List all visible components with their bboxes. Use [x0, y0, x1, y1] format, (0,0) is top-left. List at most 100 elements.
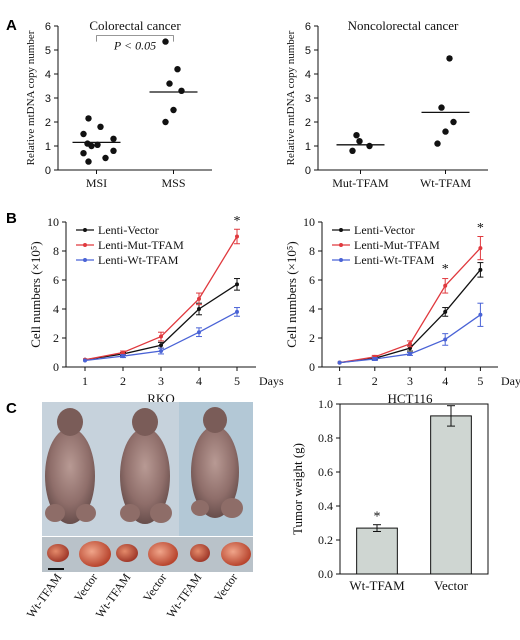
legend-label: Lenti-Mut-TFAM	[354, 238, 440, 252]
y-tick-label: 1	[305, 141, 311, 153]
data-point	[478, 312, 483, 317]
data-point	[121, 350, 125, 355]
legend-label: Lenti-Vector	[98, 223, 159, 237]
y-tick-label: 10	[303, 215, 315, 229]
y-tick-label: 4	[53, 302, 59, 316]
data-point	[83, 358, 87, 363]
tumor-vector-1	[79, 541, 111, 567]
significance-bracket	[96, 35, 174, 42]
data-point	[353, 132, 360, 139]
y-tick-label: 3	[45, 93, 51, 105]
y-tick-label: 0.2	[318, 533, 333, 547]
data-point	[408, 341, 412, 346]
data-point	[102, 154, 109, 162]
panel-label-a: A	[6, 17, 17, 34]
significance-marker: *	[234, 214, 241, 229]
data-point	[372, 357, 377, 362]
y-tick-label: 0.8	[318, 431, 333, 445]
legend-marker	[83, 243, 87, 247]
legend-label: Lenti-Vector	[354, 223, 415, 237]
data-point	[349, 147, 356, 154]
legend-marker	[83, 258, 87, 262]
data-point	[85, 115, 92, 122]
y-tick-label: 3	[305, 93, 311, 105]
y-tick-label: 4	[305, 69, 311, 81]
chart-title: Colorectal cancer	[89, 18, 181, 33]
photo-label: Wt-TFAM	[164, 570, 205, 620]
photo-label: Vector	[71, 571, 100, 605]
significance-marker: *	[374, 510, 381, 525]
y-tick-label: 1.0	[318, 397, 333, 411]
y-tick-label: 8	[53, 244, 59, 258]
x-tick-label: MSS	[161, 176, 185, 190]
x-tick-label: 3	[158, 374, 164, 388]
data-point	[97, 123, 104, 130]
x-tick-label: 5	[477, 374, 483, 388]
mouse-2	[120, 408, 172, 524]
chart-colorectal: 0 1 2 3 4 5 6 MSI MSS Relative mtDNA copy number C…	[25, 18, 212, 190]
y-tick-label: 10	[47, 215, 59, 229]
legend-marker	[339, 258, 343, 262]
x-tick-label: 1	[337, 374, 343, 388]
y-tick-label: 0	[53, 360, 59, 374]
data-point	[178, 87, 185, 95]
y-tick-label: 0	[305, 165, 311, 177]
y-tick-label: 4	[309, 302, 315, 316]
x-tick-label: 2	[372, 374, 378, 388]
data-point	[80, 130, 87, 138]
x-tick-label: 1	[82, 374, 88, 388]
chart-noncolorectal: 0 1 2 3 4 5 6 Mut-TFAM Wt-TFAM Relative mtDNA cop…	[285, 18, 488, 190]
data-point	[450, 118, 457, 126]
data-point	[162, 118, 169, 126]
y-tick-label: 6	[45, 21, 51, 33]
photo-label: Wt-TFAM	[24, 570, 65, 620]
y-tick-label: 4	[45, 69, 51, 81]
y-tick-label: 1	[45, 141, 51, 153]
x-tick-label: Mut-TFAM	[332, 176, 389, 190]
data-point	[434, 140, 441, 147]
data-point	[166, 80, 173, 87]
significance-marker: *	[442, 262, 449, 277]
data-point	[162, 38, 169, 45]
y-tick-label: 0.0	[318, 567, 333, 581]
tumor-tray	[42, 537, 253, 572]
data-point	[84, 140, 91, 147]
legend-marker	[339, 243, 343, 247]
y-axis-label: Cell numbers (×10⁵)	[284, 241, 299, 347]
y-tick-label: 8	[309, 244, 315, 258]
y-tick-label: 6	[305, 21, 311, 33]
panel-label-b: B	[6, 210, 17, 227]
y-tick-label: 6	[309, 273, 315, 287]
data-point	[159, 343, 163, 348]
tumor-wt-2	[116, 544, 138, 562]
data-point	[356, 138, 363, 145]
plot-frame	[339, 403, 489, 575]
y-axis-label: Tumor weight (g)	[290, 443, 305, 535]
y-tick-label: 0	[45, 165, 51, 177]
photo-label: Vector	[211, 571, 240, 605]
y-tick-label: 5	[305, 45, 311, 57]
bar	[430, 415, 472, 575]
legend-label: Lenti-Mut-TFAM	[98, 238, 184, 252]
chart-tumor-weight: 0.0 0.2 0.4 0.6 0.8 1.0 Tumor weight (g) Wt-TFA…	[290, 397, 489, 593]
x-axis-label: HCT116	[387, 391, 433, 406]
y-tick-label: 5	[45, 45, 51, 57]
x-tick-label: MSI	[86, 176, 107, 190]
data-point	[174, 66, 181, 73]
data-point	[121, 354, 125, 359]
data-point	[446, 55, 453, 62]
data-point	[443, 337, 448, 342]
legend-marker	[83, 228, 87, 232]
x-tick-label: 3	[407, 374, 413, 388]
y-axis-label: Relative mtDNA copy number	[285, 30, 297, 165]
y-tick-label: 2	[305, 117, 311, 129]
x-unit-label: Days	[259, 374, 284, 388]
data-point	[197, 330, 201, 335]
tumor-vector-3	[221, 542, 251, 566]
data-point	[408, 351, 412, 356]
x-tick-label: 2	[120, 374, 126, 388]
